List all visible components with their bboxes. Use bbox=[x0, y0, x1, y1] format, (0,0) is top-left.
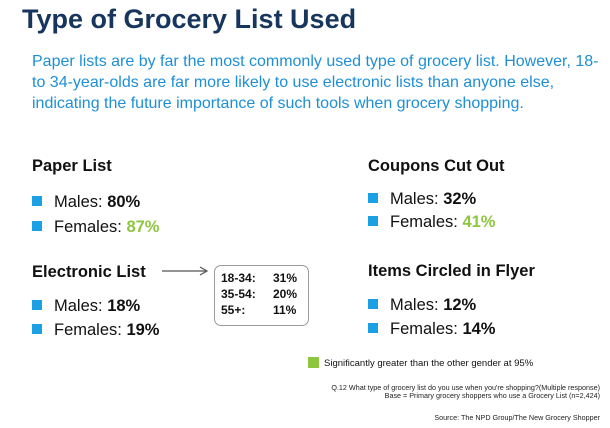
stat-label: Females: bbox=[54, 321, 122, 339]
bullet-square-icon bbox=[32, 221, 42, 231]
paper-males-stat: Males: 80% bbox=[32, 192, 140, 212]
age-label: 18-34: bbox=[221, 271, 256, 285]
bullet-square-icon bbox=[368, 323, 378, 333]
stat-value: 32% bbox=[443, 190, 477, 208]
intro-paragraph: Paper lists are by far the most commonly… bbox=[32, 53, 599, 112]
stat-value: 80% bbox=[107, 193, 141, 211]
age-row: 18-34: 31% bbox=[221, 270, 308, 286]
age-row: 55+: 11% bbox=[221, 302, 308, 318]
coupons-males-stat: Males: 32% bbox=[368, 189, 476, 209]
source-note: Source: The NPD Group/The New Grocery Sh… bbox=[434, 413, 600, 422]
flyer-heading: Items Circled in Flyer bbox=[368, 262, 535, 280]
stat-label: Males: bbox=[54, 193, 103, 211]
stat-value: 18% bbox=[107, 297, 141, 315]
age-value: 11% bbox=[273, 303, 297, 317]
stat-value: 12% bbox=[443, 296, 477, 314]
paper-females-stat: Females: 87% bbox=[32, 217, 159, 237]
stat-label: Males: bbox=[390, 190, 439, 208]
age-value: 20% bbox=[273, 287, 298, 301]
arrow-right-icon bbox=[162, 266, 209, 276]
bullet-square-icon bbox=[32, 196, 42, 206]
stat-value: 14% bbox=[462, 320, 496, 338]
flyer-males-stat: Males: 12% bbox=[368, 295, 476, 315]
flyer-females-stat: Females: 14% bbox=[368, 319, 495, 339]
coupons-heading: Coupons Cut Out bbox=[368, 157, 505, 175]
age-breakdown-box: 18-34: 31% 35-54: 20% 55+: 11% bbox=[214, 265, 309, 326]
stat-value: 19% bbox=[126, 321, 160, 339]
bullet-square-icon bbox=[368, 193, 378, 203]
bullet-square-icon bbox=[32, 300, 42, 310]
age-value: 31% bbox=[273, 271, 298, 285]
legend-swatch bbox=[308, 357, 319, 368]
electronic-females-stat: Females: 19% bbox=[32, 320, 159, 340]
stat-label: Females: bbox=[390, 320, 458, 338]
age-label: 55+: bbox=[221, 303, 246, 317]
age-row: 35-54: 20% bbox=[221, 286, 308, 302]
bullet-square-icon bbox=[368, 216, 378, 226]
stat-label: Females: bbox=[390, 213, 458, 231]
stat-value-significant: 41% bbox=[462, 213, 496, 231]
stat-label: Males: bbox=[390, 296, 439, 314]
electronic-males-stat: Males: 18% bbox=[32, 296, 140, 316]
base-note: Base = Primary grocery shoppers who use … bbox=[384, 391, 600, 400]
electronic-list-heading: Electronic List bbox=[32, 263, 146, 281]
stat-value-significant: 87% bbox=[126, 218, 160, 236]
significance-legend: Significantly greater than the other gen… bbox=[308, 357, 533, 369]
coupons-females-stat: Females: 41% bbox=[368, 212, 495, 232]
paper-list-heading: Paper List bbox=[32, 157, 112, 175]
bullet-square-icon bbox=[32, 324, 42, 334]
bullet-square-icon bbox=[368, 299, 378, 309]
page-title: Type of Grocery List Used bbox=[22, 4, 357, 34]
stat-label: Females: bbox=[54, 218, 122, 236]
stat-label: Males: bbox=[54, 297, 103, 315]
question-note: Q.12 What type of grocery list do you us… bbox=[331, 383, 600, 392]
age-label: 35-54: bbox=[221, 287, 256, 301]
legend-text: Significantly greater than the other gen… bbox=[324, 358, 534, 369]
